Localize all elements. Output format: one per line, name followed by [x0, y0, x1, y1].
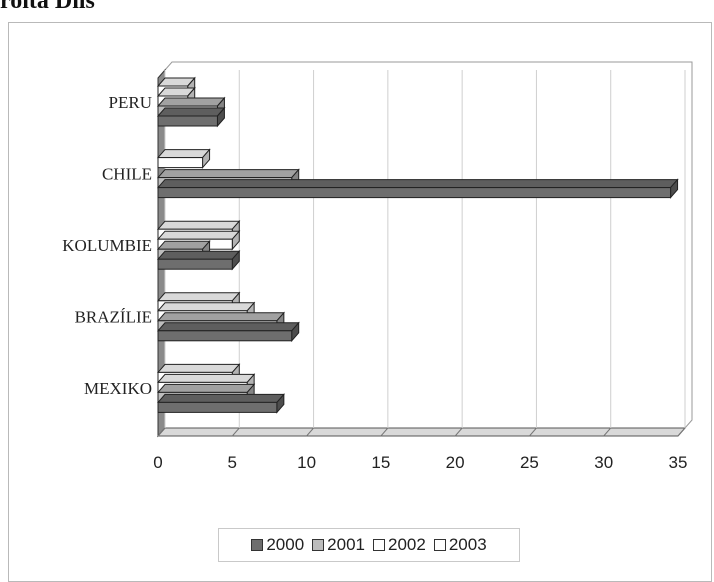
- bar-kolumbie-2000: [156, 249, 241, 271]
- bars-layer: [156, 76, 679, 414]
- x-tick-label-30: 30: [594, 453, 613, 472]
- floor-line-15: [380, 427, 389, 437]
- bar-peru-2000-top: [156, 107, 226, 117]
- bar-peru-2000: [156, 106, 226, 128]
- bar-kolumbie-2000-top: [156, 250, 241, 260]
- floor-line-5: [231, 427, 240, 437]
- x-tick-label-15: 15: [371, 453, 390, 472]
- bar-chile-2000: [156, 178, 679, 199]
- legend-label-2003: 2003: [448, 535, 487, 554]
- bar-chile-2000-front: [157, 187, 672, 199]
- bar-braz-lie-2000-top: [156, 322, 300, 332]
- bar-braz-lie-2000: [156, 321, 300, 343]
- x-tick-label-25: 25: [520, 453, 539, 472]
- x-tick-label-5: 5: [228, 453, 237, 472]
- bar-mexiko-2000: [156, 393, 285, 414]
- legend-label-2000: 2000: [266, 535, 305, 554]
- category-labels: PERU CHILE KOLUMBIE BRAZÍLIE MEXIKO: [62, 93, 152, 398]
- bar-mexiko-2000-front: [157, 401, 278, 413]
- floor-line-0: [157, 427, 166, 437]
- plot-area: [164, 61, 693, 429]
- legend-label-2002: 2002: [388, 535, 426, 554]
- category-label-peru: PERU: [109, 93, 152, 112]
- x-tick-label-10: 10: [297, 453, 316, 472]
- bar-chile-2003-front: [157, 157, 204, 169]
- bar-braz-lie-2002-top: [156, 302, 256, 312]
- category-label-chile: CHILE: [102, 164, 152, 183]
- legend-swatch-2000: [251, 539, 264, 551]
- x-tick-labels: 0 5 10 15 20 25 30 35: [153, 453, 687, 472]
- floor: [156, 427, 687, 437]
- bar-kolumbie-2003-top: [156, 220, 241, 230]
- bar-mexiko-2002-top: [156, 373, 256, 383]
- bar-peru-2000-front: [157, 115, 218, 127]
- legend-label-2001: 2001: [327, 535, 365, 554]
- bar-peru-2001-top: [156, 97, 226, 107]
- partial-chart-title: roita Díls: [0, 0, 95, 14]
- x-tick-label-35: 35: [669, 453, 688, 472]
- x-tick-label-20: 20: [446, 453, 465, 472]
- category-label-braz-lie: BRAZÍLIE: [75, 308, 152, 327]
- bar-mexiko-2000-top: [156, 393, 285, 403]
- bar-kolumbie-2001-top: [156, 240, 211, 250]
- legend-swatch-2003: [433, 539, 446, 551]
- legend-item-2000: 2000: [251, 535, 304, 555]
- bar-mexiko-2001-top: [156, 383, 256, 393]
- floor-line-30: [603, 427, 612, 437]
- bar-braz-lie-2001-top: [156, 312, 285, 322]
- legend-item-2001: 2001: [312, 535, 365, 555]
- category-label-kolumbie: KOLUMBIE: [62, 236, 152, 255]
- bar-braz-lie-2000-front: [157, 330, 293, 342]
- bar-chile-2003-top: [156, 149, 211, 159]
- bar-kolumbie-2000-front: [157, 258, 233, 270]
- legend-swatch-2001: [312, 539, 325, 551]
- category-label-mexiko: MEXIKO: [84, 379, 152, 398]
- legend-item-2003: 2003: [433, 535, 487, 555]
- floor-line-10: [306, 427, 314, 437]
- legend-item-2002: 2002: [373, 535, 426, 555]
- bar-chile-2003: [156, 148, 211, 169]
- bar-mexiko-2003-top: [156, 363, 241, 373]
- legend-swatch-2002: [373, 539, 385, 551]
- x-tick-label-0: 0: [153, 453, 162, 472]
- chart-legend: 2000 2001 2002 2003: [218, 528, 520, 562]
- floor-line-20: [454, 427, 463, 437]
- bar-kolumbie-2002-top: [156, 230, 241, 240]
- bar-braz-lie-2003-top: [156, 292, 241, 302]
- floor-line-35: [677, 427, 686, 437]
- floor-line-25: [529, 427, 537, 437]
- bar-chile-2001-top: [156, 169, 300, 179]
- bar-chile-2000-top: [156, 179, 679, 189]
